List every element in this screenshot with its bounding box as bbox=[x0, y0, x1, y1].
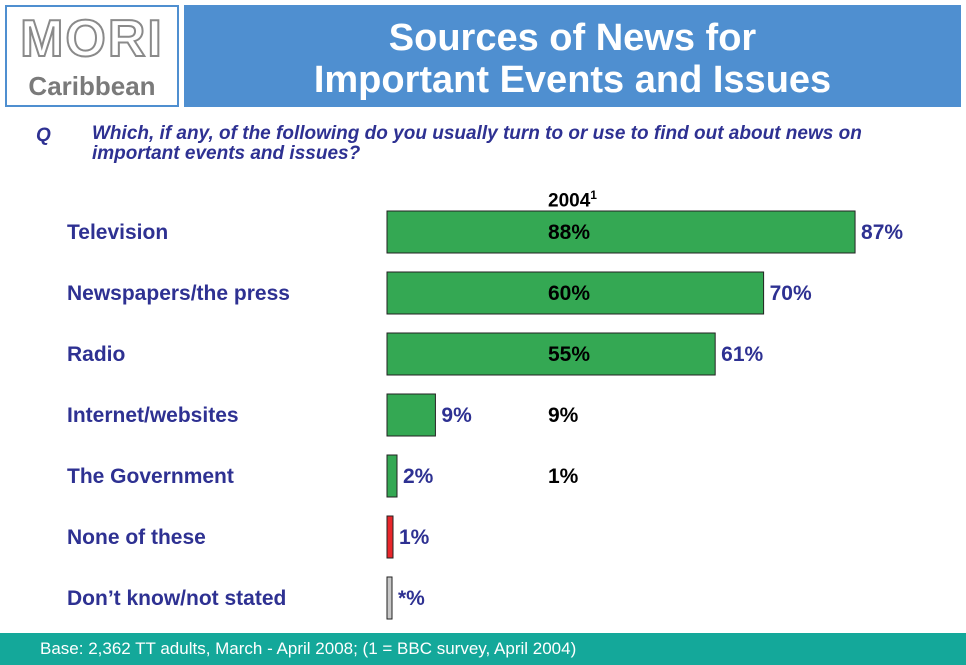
data-label-2004: 55% bbox=[548, 343, 590, 366]
category-label: Newspapers/the press bbox=[67, 282, 290, 305]
category-label: The Government bbox=[67, 465, 234, 488]
data-label: 61% bbox=[721, 343, 763, 366]
bar bbox=[386, 454, 398, 498]
bar bbox=[386, 576, 393, 620]
bar-chart: Television 87% 88% Newspapers/the press 70% 6… bbox=[67, 210, 903, 620]
bar bbox=[386, 332, 716, 376]
category-label: Radio bbox=[67, 343, 125, 366]
data-label: 9% bbox=[441, 404, 472, 427]
category-label: Don’t know/not stated bbox=[67, 587, 286, 610]
data-label-2004: 1% bbox=[548, 465, 579, 488]
bar bbox=[386, 515, 394, 559]
base-note: Base: 2,362 TT adults, March - April 200… bbox=[40, 639, 577, 658]
column-header-year: 2004 bbox=[548, 190, 591, 212]
category-label: None of these bbox=[67, 526, 206, 549]
data-label: 70% bbox=[770, 282, 812, 305]
data-label: 2% bbox=[403, 465, 434, 488]
category-label: Internet/websites bbox=[67, 404, 239, 427]
category-label: Television bbox=[67, 221, 168, 244]
data-label: 87% bbox=[861, 221, 903, 244]
title-line-2: Important Events and Issues bbox=[313, 59, 832, 101]
column-header-2004: 20041 bbox=[548, 188, 597, 212]
data-label: 1% bbox=[399, 526, 430, 549]
bar bbox=[386, 393, 436, 437]
data-label-2004: 9% bbox=[548, 404, 579, 427]
title-bar: Sources of News for Important Events and… bbox=[184, 5, 961, 107]
title-line-1: Sources of News for bbox=[388, 17, 757, 59]
bar bbox=[386, 271, 765, 315]
page-title: Sources of News for Important Events and… bbox=[184, 17, 961, 101]
bar bbox=[386, 210, 856, 254]
mori-logo: MORI Caribbean bbox=[5, 5, 179, 107]
data-label-2004: 88% bbox=[548, 221, 590, 244]
question-letter: Q bbox=[36, 125, 51, 146]
data-label: *% bbox=[398, 587, 425, 610]
column-header-footnote: 1 bbox=[590, 188, 597, 202]
logo-word: MORI bbox=[19, 9, 164, 69]
question-text: Which, if any, of the following do you u… bbox=[92, 123, 862, 164]
logo-subtitle: Caribbean bbox=[28, 71, 156, 101]
data-label-2004: 60% bbox=[548, 282, 590, 305]
footer-bar: Base: 2,362 TT adults, March - April 200… bbox=[0, 633, 966, 665]
